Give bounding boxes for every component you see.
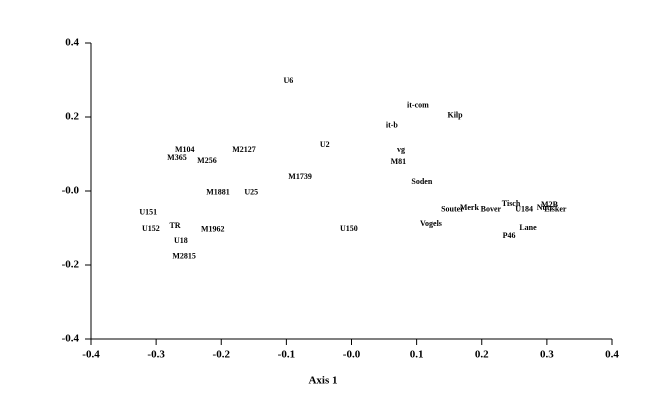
point-label: M1962 [201, 225, 225, 234]
point-label: P46 [503, 231, 516, 240]
point-label: U6 [283, 76, 293, 85]
point-label: M1881 [206, 188, 230, 197]
x-tick-label: -0.1 [278, 349, 295, 361]
point-label: Soden [411, 177, 432, 186]
point-label: vg [397, 145, 405, 154]
x-tick-label: 0.4 [605, 349, 619, 361]
point-label: M104 [175, 145, 195, 154]
y-tick-label: -0.2 [62, 259, 80, 271]
x-tick-label: 0.1 [410, 349, 424, 361]
point-label: M2B [541, 200, 559, 209]
y-tick-label: 0.2 [65, 111, 79, 123]
point-label: Bover [481, 205, 502, 214]
point-label: U151 [139, 208, 157, 217]
point-label: U25 [244, 188, 258, 197]
x-tick-label: -0.3 [147, 349, 165, 361]
x-axis-title: Axis 1 [308, 375, 337, 387]
x-tick-label: 0.2 [475, 349, 489, 361]
point-label: M365 [167, 153, 187, 162]
x-tick-label: 0.3 [540, 349, 554, 361]
point-label: Lisker [544, 205, 567, 214]
point-label: U184 [515, 205, 533, 214]
y-tick-label: -0.4 [62, 333, 80, 345]
point-label: U18 [174, 236, 188, 245]
point-label: Tisch [502, 199, 521, 208]
point-label: Lane [519, 223, 537, 232]
point-label: U150 [340, 224, 358, 233]
y-tick-label: -0.0 [62, 185, 80, 197]
y-tick-label: 0.4 [65, 37, 79, 49]
point-label: it-com [407, 101, 429, 110]
point-label: U2 [320, 140, 330, 149]
point-label: M1739 [288, 172, 312, 181]
point-label: TR [169, 221, 180, 230]
point-label: Merk [460, 203, 480, 212]
x-tick-label: -0.2 [213, 349, 231, 361]
x-tick-label: -0.0 [343, 349, 361, 361]
point-label: Kilp [447, 111, 463, 120]
point-label: M2127 [232, 145, 256, 154]
point-label: M2815 [172, 252, 196, 261]
point-label: M81 [391, 157, 407, 166]
x-tick-label: -0.4 [82, 349, 100, 361]
point-label: M256 [197, 156, 217, 165]
point-label: Souter [441, 205, 464, 214]
point-label: Nutr [537, 203, 554, 212]
point-label: it-b [386, 121, 399, 130]
point-label: U152 [142, 224, 160, 233]
point-label: Vogels [420, 219, 442, 228]
